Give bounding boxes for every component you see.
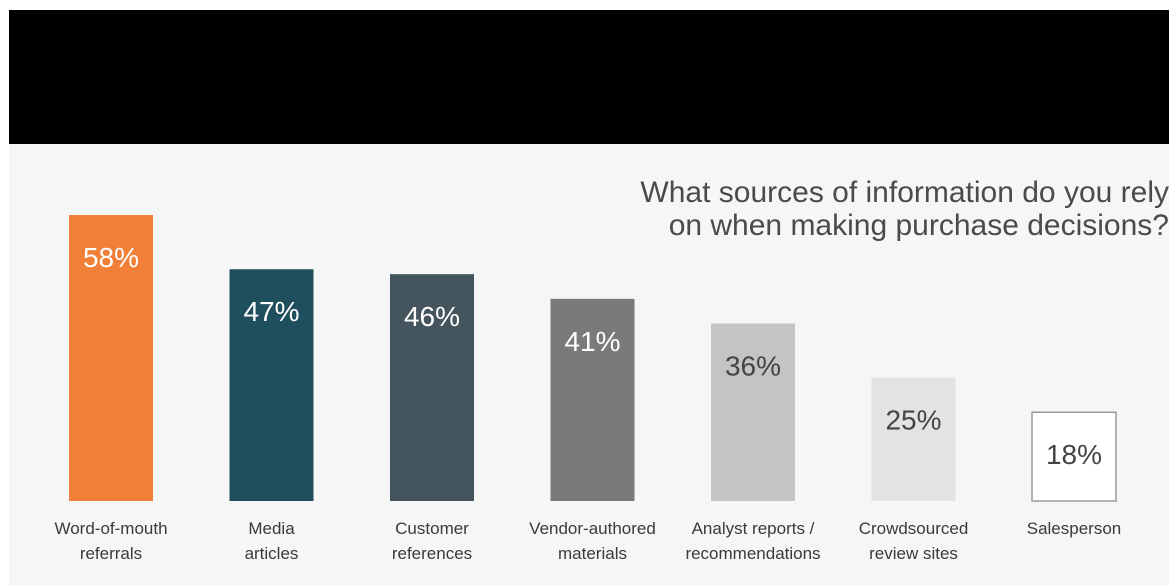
category-label-1-line-0: Media	[248, 519, 295, 538]
bar-value-label-1: 47%	[243, 296, 299, 327]
bar-value-label-5: 25%	[885, 405, 941, 436]
top-margin	[0, 0, 1169, 10]
category-label-2-line-0: Customer	[395, 519, 469, 538]
category-label-1-line-1: articles	[245, 544, 299, 563]
bar-value-label-3: 41%	[564, 326, 620, 357]
category-label-0-line-1: referrals	[80, 544, 142, 563]
bar-5	[871, 377, 956, 501]
bar-0	[69, 215, 153, 501]
bar-2	[390, 274, 474, 501]
question-line-1: What sources of information do you rely	[640, 176, 1169, 209]
bar-6	[1031, 411, 1117, 502]
category-label-0-line-0: Word-of-mouth	[54, 519, 167, 538]
category-label-5-line-0: Crowdsourced	[859, 519, 969, 538]
category-label-3-line-0: Vendor-authored	[529, 519, 656, 538]
video-black-banner	[9, 10, 1169, 144]
bar-value-label-2: 46%	[404, 301, 460, 332]
category-label-6-line-0: Salesperson	[1027, 519, 1122, 538]
question-line-2: on when making purchase decisions?	[668, 209, 1169, 242]
chart-question: What sources of information do you rely …	[609, 176, 1169, 242]
category-label-5-line-1: review sites	[869, 544, 958, 563]
bar-value-label-0: 58%	[83, 242, 139, 273]
bar-value-label-6: 18%	[1046, 439, 1102, 470]
category-label-4-line-1: recommendations	[685, 544, 820, 563]
bar-value-label-4: 36%	[725, 350, 781, 381]
category-label-2-line-1: references	[392, 544, 472, 563]
bar-4	[711, 323, 795, 501]
bar-3	[550, 298, 635, 501]
bar-1	[229, 269, 314, 501]
category-label-4-line-0: Analyst reports /	[692, 519, 815, 538]
category-label-3-line-1: materials	[558, 544, 627, 563]
